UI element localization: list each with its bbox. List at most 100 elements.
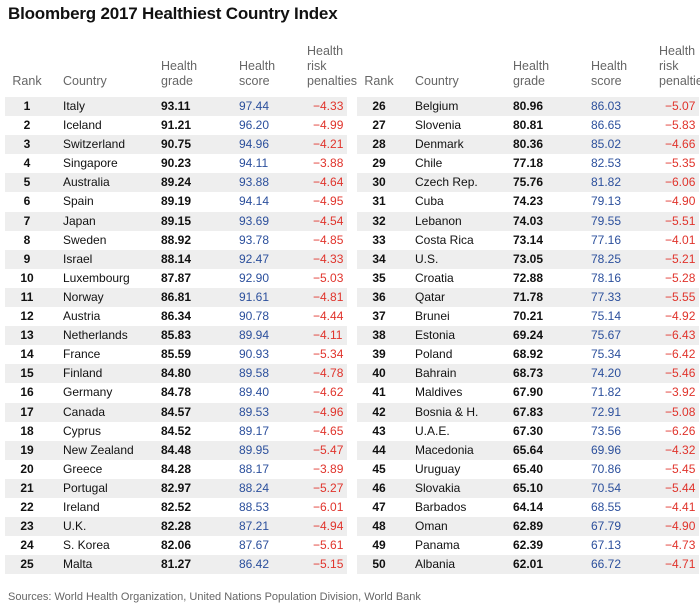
health-score-cell: 66.72 [577, 555, 657, 575]
table-row: 37 Brunei 70.21 75.14 −4.92 [357, 307, 699, 326]
table-row: 19 New Zealand 84.48 89.95 −5.47 [5, 440, 347, 460]
health-score-cell: 96.20 [239, 118, 270, 133]
table-row: 45 Uruguay 65.40 70.86 −5.45 [357, 460, 699, 479]
rank-cell: 25 [5, 555, 49, 575]
health-grade-cell: 85.59 [161, 347, 192, 362]
country-cell: Australia [49, 173, 149, 193]
country-cell: New Zealand [49, 440, 149, 460]
health-grade-cell: 75.76 [501, 173, 577, 193]
health-grade-cell: 80.81 [513, 118, 544, 133]
rank-cell: 15 [5, 364, 49, 384]
source-note: Sources: World Health Organization, Unit… [8, 591, 421, 603]
rank-cell: 10 [20, 270, 34, 285]
health-grade-cell: 89.24 [149, 173, 225, 193]
table-row: 23 U.K. 82.28 87.21 −4.94 [5, 517, 347, 537]
rank-cell: 11 [5, 287, 49, 308]
health-grade-cell: 67.90 [513, 385, 544, 400]
table-header-row: Rank Country Health grade Health score Hea… [5, 44, 357, 97]
header-health-grade: Health grade [501, 44, 577, 97]
country-cell: Canada [49, 402, 149, 422]
rank-cell: 44 [357, 440, 401, 460]
header-health-score: Health score [225, 44, 305, 97]
rank-cell: 22 [20, 499, 34, 514]
rank-cell: 16 [20, 385, 34, 400]
rank-cell: 42 [357, 402, 401, 422]
rank-cell: 48 [357, 517, 401, 537]
table-row: 18 Cyprus 84.52 89.17 −4.65 [5, 422, 347, 441]
health-score-cell: 78.16 [591, 270, 622, 285]
header-risk-penalties-line2: penalties [659, 74, 700, 88]
health-score-cell: 92.47 [225, 249, 305, 269]
risk-penalty-cell: −3.92 [665, 385, 696, 400]
country-cell: Bahrain [401, 364, 501, 384]
table-row: 13 Netherlands 85.83 89.94 −4.11 [5, 326, 347, 346]
risk-penalty-cell: −4.01 [665, 232, 696, 247]
country-cell: Macedonia [401, 440, 501, 460]
rank-cell: 32 [357, 211, 401, 231]
header-risk-penalties-line1: Health risk [307, 44, 344, 73]
health-grade-cell: 69.24 [501, 326, 577, 346]
table-row: 12 Austria 86.34 90.78 −4.44 [5, 307, 347, 326]
country-cell: Albania [401, 555, 501, 575]
country-cell: Iceland [63, 118, 102, 133]
risk-penalty-cell: −4.11 [305, 326, 347, 346]
risk-penalty-cell: −6.26 [665, 423, 696, 438]
rank-cell: 36 [357, 287, 401, 308]
country-cell: Japan [49, 211, 149, 231]
health-grade-cell: 90.75 [149, 135, 225, 155]
country-cell: Finland [49, 364, 149, 384]
health-score-cell: 88.17 [239, 461, 270, 476]
risk-penalty-cell: −4.92 [665, 309, 696, 324]
health-score-cell: 86.65 [591, 118, 622, 133]
health-grade-cell: 91.21 [161, 118, 192, 133]
rank-cell: 1 [5, 97, 49, 117]
table-row: 35 Croatia 72.88 78.16 −5.28 [357, 269, 699, 288]
risk-penalty-cell: −4.41 [665, 499, 696, 514]
rank-cell: 27 [372, 118, 386, 133]
health-grade-cell: 80.96 [501, 97, 577, 117]
rank-cell: 8 [23, 232, 31, 247]
health-grade-cell: 67.30 [513, 423, 544, 438]
table-row: 39 Poland 68.92 75.34 −6.42 [357, 345, 699, 364]
country-cell: Qatar [401, 287, 501, 308]
header-health-score: Health score [577, 44, 657, 97]
rank-cell: 23 [5, 517, 49, 537]
health-score-cell: 81.82 [577, 173, 657, 193]
health-score-cell: 88.53 [239, 499, 270, 514]
header-country: Country [415, 74, 459, 88]
health-score-cell: 86.03 [577, 97, 657, 117]
rank-cell: 40 [357, 364, 401, 384]
risk-penalty-cell: −4.64 [305, 173, 347, 193]
health-score-cell: 89.58 [225, 364, 305, 384]
table-row: 48 Oman 62.89 67.79 −4.90 [357, 517, 699, 537]
risk-penalty-cell: −4.81 [305, 287, 347, 308]
health-grade-cell: 62.01 [501, 555, 577, 575]
country-cell: Cuba [415, 194, 444, 209]
table-row: 31 Cuba 74.23 79.13 −4.90 [357, 192, 699, 211]
table-row: 17 Canada 84.57 89.53 −4.96 [5, 402, 347, 422]
table-row: 8 Sweden 88.92 93.78 −4.85 [5, 231, 347, 250]
health-grade-cell: 70.21 [513, 309, 544, 324]
health-score-cell: 72.91 [577, 402, 657, 422]
health-grade-cell: 88.14 [149, 249, 225, 269]
health-score-cell: 92.90 [239, 270, 270, 285]
rank-cell: 39 [372, 347, 386, 362]
health-grade-cell: 81.27 [149, 555, 225, 575]
rank-cell: 50 [357, 555, 401, 575]
country-cell: U.S. [401, 249, 501, 269]
table-row: 26 Belgium 80.96 86.03 −5.07 [357, 97, 699, 117]
country-cell: Switzerland [49, 135, 149, 155]
rank-cell: 26 [357, 97, 401, 117]
country-cell: Croatia [415, 270, 454, 285]
ranking-table-right: Rank Country Health grade Health score Hea… [357, 44, 700, 575]
health-score-cell: 69.96 [577, 440, 657, 460]
risk-penalty-cell: −3.89 [313, 461, 344, 476]
health-grade-cell: 65.10 [501, 478, 577, 498]
table-row: 27 Slovenia 80.81 86.65 −5.83 [357, 116, 699, 135]
rank-cell: 47 [372, 499, 386, 514]
health-score-cell: 70.86 [591, 461, 622, 476]
health-grade-cell: 85.83 [149, 326, 225, 346]
rank-cell: 17 [5, 402, 49, 422]
risk-penalty-cell: −5.08 [657, 402, 699, 422]
